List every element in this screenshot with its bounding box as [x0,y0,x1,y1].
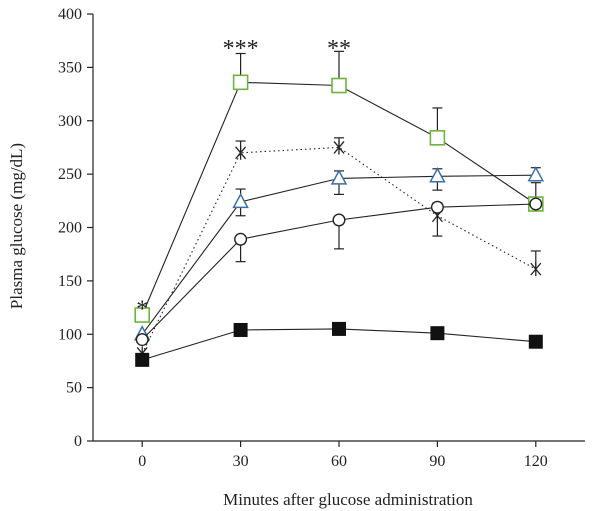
series-line [141,174,536,335]
x-tick-label: 0 [138,453,146,470]
y-tick-label: 250 [58,166,82,183]
x-tick-label: 30 [233,453,249,470]
axes: 0 50 100 150 200 250 300 350 400 0 30 60 90 120 [58,6,585,470]
data-point [529,197,543,211]
x-tick-label: 90 [429,453,445,470]
significance-annotation: ** [327,36,351,62]
x-axis-label: Minutes after glucose administration [223,490,473,509]
data-point [134,307,150,323]
data-point [232,192,249,209]
data-point [530,262,542,277]
data-point [232,74,249,91]
data-point [429,167,446,183]
series-3 [135,197,543,347]
significance-annotation: * [136,296,148,322]
data-point [333,140,345,155]
y-tick-label: 100 [58,326,82,343]
y-tick-label: 150 [58,273,82,290]
y-tick-label: 0 [74,433,82,450]
y-axis-label: Plasma glucose (mg/dL) [7,143,26,309]
data-point [429,130,446,146]
data-point [430,200,444,214]
data-point [135,333,149,347]
data-point [235,145,247,160]
data-point [332,321,346,336]
data-point [135,352,150,367]
data-point [330,169,348,185]
data-point [430,326,445,341]
x-tick-label: 120 [524,453,548,470]
x-tick-label: 60 [331,453,347,470]
data-point [233,322,248,337]
series-2 [133,166,545,341]
series-layer [133,50,545,367]
data-point [234,232,248,246]
y-tick-label: 300 [58,113,82,130]
y-tick-label: 200 [58,220,82,237]
data-point [527,166,545,182]
series-4 [135,321,543,367]
data-point [331,77,347,94]
y-tick-label: 50 [66,380,82,397]
annotations: **** ** [136,36,351,322]
y-tick-label: 400 [58,6,82,23]
significance-annotation: *** [223,36,259,62]
series-line [141,146,537,354]
y-tick-label: 350 [58,59,82,76]
data-point [332,213,346,227]
data-point [528,334,543,349]
